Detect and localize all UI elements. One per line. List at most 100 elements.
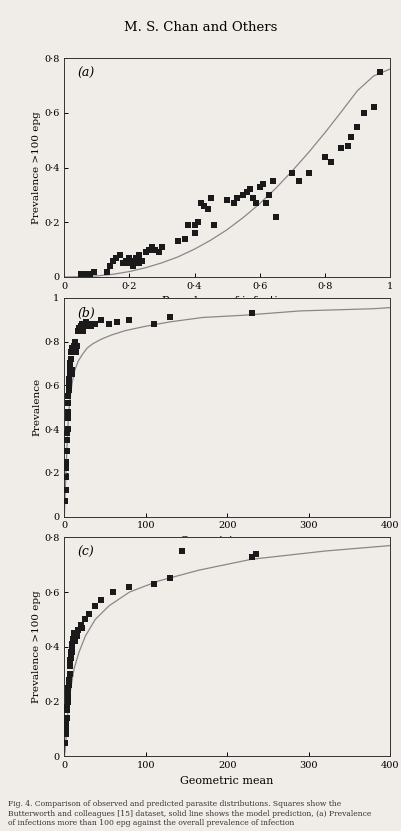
Point xyxy=(119,257,126,270)
Point xyxy=(113,251,119,264)
Point xyxy=(97,593,104,607)
Y-axis label: Prevalence >100 epg: Prevalence >100 epg xyxy=(32,111,41,224)
Point xyxy=(62,728,69,741)
Point xyxy=(71,635,78,648)
Point xyxy=(158,240,165,253)
Point xyxy=(67,352,74,366)
X-axis label: Geometric mean: Geometric mean xyxy=(180,775,273,785)
Point xyxy=(66,367,73,381)
Point xyxy=(248,550,254,563)
Point xyxy=(200,199,207,213)
Point xyxy=(126,257,132,270)
Point xyxy=(152,243,158,256)
Point xyxy=(126,313,132,327)
Point xyxy=(223,194,230,207)
Point xyxy=(243,185,249,199)
Point xyxy=(272,210,278,224)
Point xyxy=(327,155,334,169)
Point xyxy=(204,202,210,215)
Point xyxy=(69,363,75,376)
Point xyxy=(191,219,197,232)
Point xyxy=(64,422,71,435)
Point xyxy=(166,311,173,324)
Point xyxy=(71,335,78,348)
Point xyxy=(92,317,98,331)
Point xyxy=(65,396,71,410)
Point xyxy=(181,232,188,245)
Point xyxy=(87,268,93,281)
Point xyxy=(71,339,77,352)
Point xyxy=(62,736,68,750)
Point xyxy=(116,248,123,262)
Point xyxy=(65,405,71,418)
Point xyxy=(179,544,185,558)
Point xyxy=(90,265,97,278)
Point xyxy=(81,320,88,333)
Point xyxy=(194,215,200,229)
Point xyxy=(129,254,136,268)
Point xyxy=(63,711,70,725)
Point xyxy=(248,307,254,320)
Point xyxy=(63,434,70,447)
Point xyxy=(175,235,181,248)
Point xyxy=(65,678,72,691)
Point xyxy=(288,166,295,179)
Point xyxy=(77,268,84,281)
Point xyxy=(66,673,72,686)
Point xyxy=(62,484,69,497)
Point xyxy=(66,667,73,681)
Point xyxy=(64,701,70,714)
Point xyxy=(66,676,72,689)
Point xyxy=(230,196,236,209)
Y-axis label: Prevalence >100 epg: Prevalence >100 epg xyxy=(32,590,41,703)
Point xyxy=(72,346,79,359)
Point xyxy=(114,315,120,328)
Point xyxy=(129,259,136,273)
Point xyxy=(71,627,77,640)
Point xyxy=(252,547,258,560)
Point xyxy=(97,313,104,327)
Point xyxy=(63,470,69,484)
Point xyxy=(150,317,157,331)
Point xyxy=(337,142,343,155)
Point xyxy=(75,324,81,337)
Point xyxy=(67,659,73,672)
Point xyxy=(63,722,69,735)
Point xyxy=(84,268,90,281)
Point xyxy=(191,227,197,240)
Point xyxy=(77,320,84,333)
Point xyxy=(67,361,73,375)
Point xyxy=(70,632,76,645)
Point xyxy=(360,106,366,120)
Point xyxy=(81,268,87,281)
Point xyxy=(184,219,191,232)
Point xyxy=(66,372,72,386)
Point xyxy=(353,120,360,133)
Text: (b): (b) xyxy=(77,307,95,320)
Point xyxy=(92,599,98,612)
Point xyxy=(126,580,132,593)
Point xyxy=(68,640,75,653)
Point xyxy=(211,219,217,232)
Point xyxy=(109,585,116,598)
Point xyxy=(73,339,79,352)
Point xyxy=(68,342,75,355)
Point xyxy=(64,427,70,440)
X-axis label: Geometric mean: Geometric mean xyxy=(180,536,273,546)
Point xyxy=(370,101,376,114)
Point xyxy=(155,246,162,259)
Point xyxy=(65,681,71,695)
Point xyxy=(70,346,76,359)
Point xyxy=(166,572,173,585)
Point xyxy=(63,703,70,716)
Point xyxy=(88,320,94,333)
X-axis label: Prevalence of infection: Prevalence of infection xyxy=(162,297,291,307)
Point xyxy=(62,494,68,508)
Point xyxy=(67,346,74,359)
Point xyxy=(66,379,72,392)
Point xyxy=(123,254,129,268)
Point xyxy=(80,324,86,337)
Point xyxy=(69,646,75,659)
Point xyxy=(64,695,71,708)
Point xyxy=(259,177,265,190)
